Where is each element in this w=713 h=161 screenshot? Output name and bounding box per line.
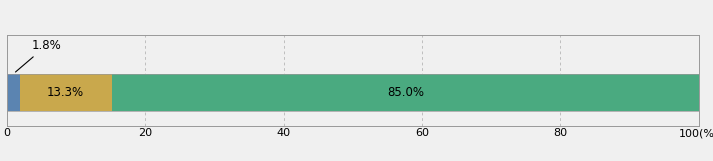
Text: 85.0%: 85.0% <box>387 86 424 99</box>
Bar <box>19 74 111 111</box>
Bar <box>111 74 699 111</box>
Text: 1.8%: 1.8% <box>16 39 61 72</box>
Text: 13.3%: 13.3% <box>47 86 84 99</box>
Bar <box>7 74 699 111</box>
Bar <box>7 74 19 111</box>
